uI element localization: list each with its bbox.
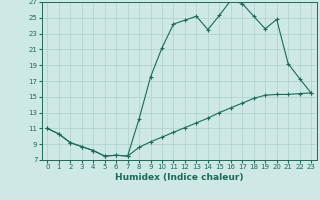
X-axis label: Humidex (Indice chaleur): Humidex (Indice chaleur) — [115, 173, 244, 182]
